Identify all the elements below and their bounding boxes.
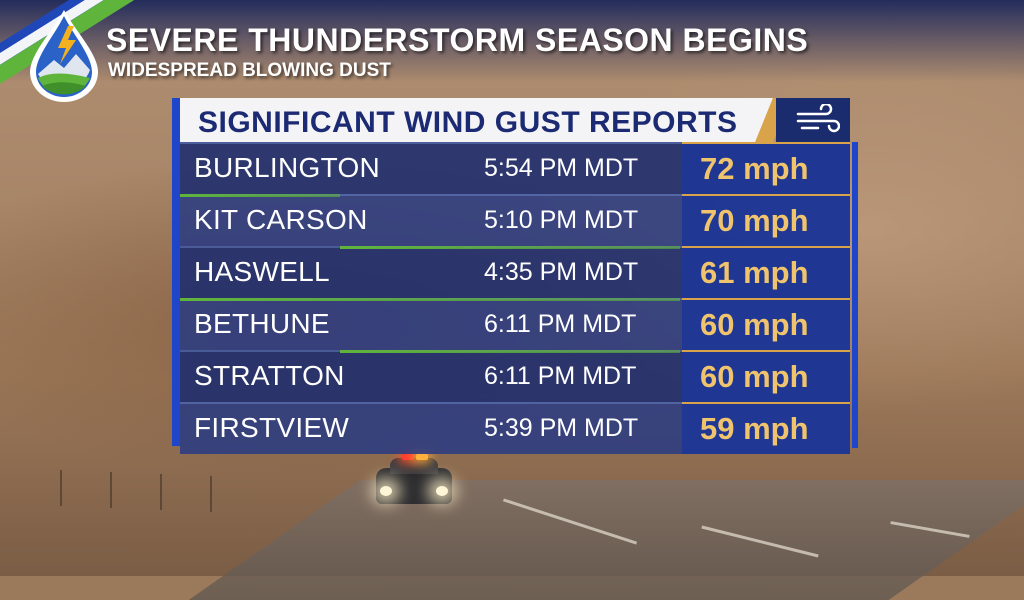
row-city: FIRSTVIEW [194,412,350,443]
row-divider-highlight [180,194,340,197]
table-row: BETHUNE 6:11 PM MDT 60 mph [180,298,850,350]
row-speed-cell: 70 mph [682,194,850,246]
row-speed-cell: 61 mph [682,246,850,298]
header-band [0,0,1024,82]
row-speed-cell: 60 mph [682,298,850,350]
gust-table: BURLINGTON 5:54 PM MDT 72 mph KIT CARSON… [180,142,850,454]
row-speed: 60 mph [700,359,809,394]
row-speed: 60 mph [700,307,809,342]
table-row: KIT CARSON 5:10 PM MDT 70 mph [180,194,850,246]
row-time: 5:39 PM MDT [484,414,639,442]
row-divider-highlight [340,350,680,353]
table-row: BURLINGTON 5:54 PM MDT 72 mph [180,142,850,194]
row-divider-highlight [180,298,680,301]
panel-title-bar: SIGNIFICANT WIND GUST REPORTS [180,98,776,142]
row-city: STRATTON [194,360,345,391]
table-row: FIRSTVIEW 5:39 PM MDT 59 mph [180,402,850,454]
row-city: BETHUNE [194,308,330,339]
fence-post [110,472,112,508]
headline-title: SEVERE THUNDERSTORM SEASON BEGINS [106,22,809,58]
wind-gust-panel: SIGNIFICANT WIND GUST REPORTS BURLINGTON… [172,96,858,454]
wind-icon [796,104,840,133]
row-speed-cell: 59 mph [682,402,850,454]
fence-post [160,474,162,510]
fence-post [210,476,212,512]
row-speed: 59 mph [700,411,809,446]
police-car [376,454,452,510]
row-speed: 61 mph [700,255,809,290]
panel-title: SIGNIFICANT WIND GUST REPORTS [198,106,738,139]
row-speed: 72 mph [700,151,809,186]
row-city: KIT CARSON [194,204,368,235]
row-speed: 70 mph [700,203,809,238]
row-speed-cell: 60 mph [682,350,850,402]
row-time: 4:35 PM MDT [484,258,639,286]
row-city: HASWELL [194,256,330,287]
row-time: 6:11 PM MDT [484,310,637,338]
table-row: HASWELL 4:35 PM MDT 61 mph [180,246,850,298]
panel-right-accent [852,142,858,448]
row-time: 5:54 PM MDT [484,154,639,182]
row-speed-cell: 72 mph [682,142,850,194]
weather-logo-icon [30,10,98,102]
panel-left-accent [172,98,180,446]
table-row: STRATTON 6:11 PM MDT 60 mph [180,350,850,402]
headline-subtitle: WIDESPREAD BLOWING DUST [108,60,391,81]
row-time: 6:11 PM MDT [484,362,637,390]
fence-post [60,470,62,506]
row-time: 5:10 PM MDT [484,206,639,234]
highway [188,480,1024,600]
row-divider-highlight [340,246,680,249]
row-city: BURLINGTON [194,152,381,183]
